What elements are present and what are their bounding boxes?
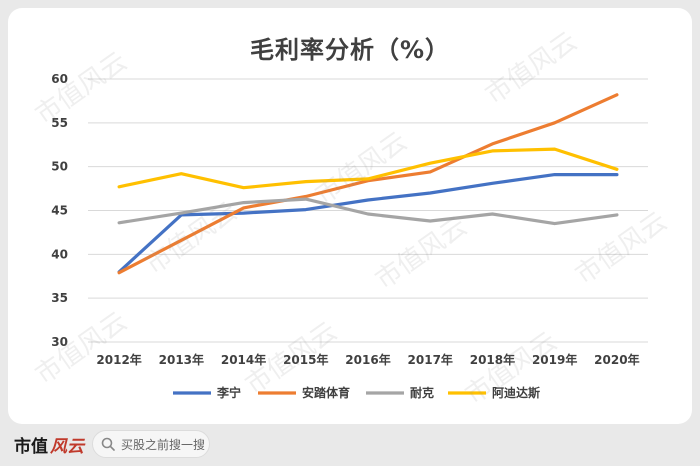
legend-label: 耐克 <box>410 385 434 400</box>
legend: 李宁 安踏体育 耐克 阿迪达斯 <box>173 385 540 400</box>
legend-label: 安踏体育 <box>302 385 350 400</box>
search-placeholder: 买股之前搜一搜 <box>121 438 206 452</box>
y-tick-label: 55 <box>51 116 68 130</box>
x-tick-label: 2012年 <box>96 352 141 367</box>
line-chart: 30 35 40 45 50 55 60 2012年 2013年 2014年 2015年 2016年… <box>51 72 648 400</box>
y-axis-ticks: 30 35 40 45 50 55 60 <box>51 72 68 349</box>
y-tick-label: 60 <box>51 72 68 86</box>
chart-card: 毛利率分析（%） 30 35 40 45 50 55 60 2012年 2013年 2014年 2… <box>8 8 692 424</box>
y-tick-label: 40 <box>51 247 68 261</box>
brand-main: 市值 <box>14 437 48 457</box>
series-lines <box>117 93 619 275</box>
search-icon <box>101 437 115 451</box>
search-box[interactable]: 买股之前搜一搜 <box>92 430 210 458</box>
x-axis-ticks: 2012年 2013年 2014年 2015年 2016年 2017年 2018年 2019年… <box>96 352 639 367</box>
brand-script: 风云 <box>50 437 84 457</box>
x-tick-label: 2019年 <box>532 352 577 367</box>
x-tick-label: 2013年 <box>159 352 204 367</box>
x-tick-label: 2017年 <box>408 352 453 367</box>
x-tick-label: 2014年 <box>221 352 266 367</box>
series-line <box>117 93 619 275</box>
x-tick-label: 2018年 <box>470 352 515 367</box>
series-line <box>117 147 619 190</box>
legend-label: 李宁 <box>216 385 241 400</box>
y-tick-label: 45 <box>51 204 68 218</box>
footer-bar: 市值 风云 买股之前搜一搜 <box>0 424 700 466</box>
y-tick-label: 35 <box>51 291 68 305</box>
y-tick-label: 30 <box>51 335 68 349</box>
y-tick-label: 50 <box>51 160 68 174</box>
chart-title: 毛利率分析（%） <box>249 36 451 64</box>
x-tick-label: 2020年 <box>594 352 639 367</box>
x-tick-label: 2016年 <box>345 352 390 367</box>
brand-logo: 市值 风云 <box>14 432 84 457</box>
x-tick-label: 2015年 <box>283 352 328 367</box>
series-line <box>117 173 619 274</box>
legend-label: 阿迪达斯 <box>492 385 540 400</box>
series-line <box>117 197 619 226</box>
